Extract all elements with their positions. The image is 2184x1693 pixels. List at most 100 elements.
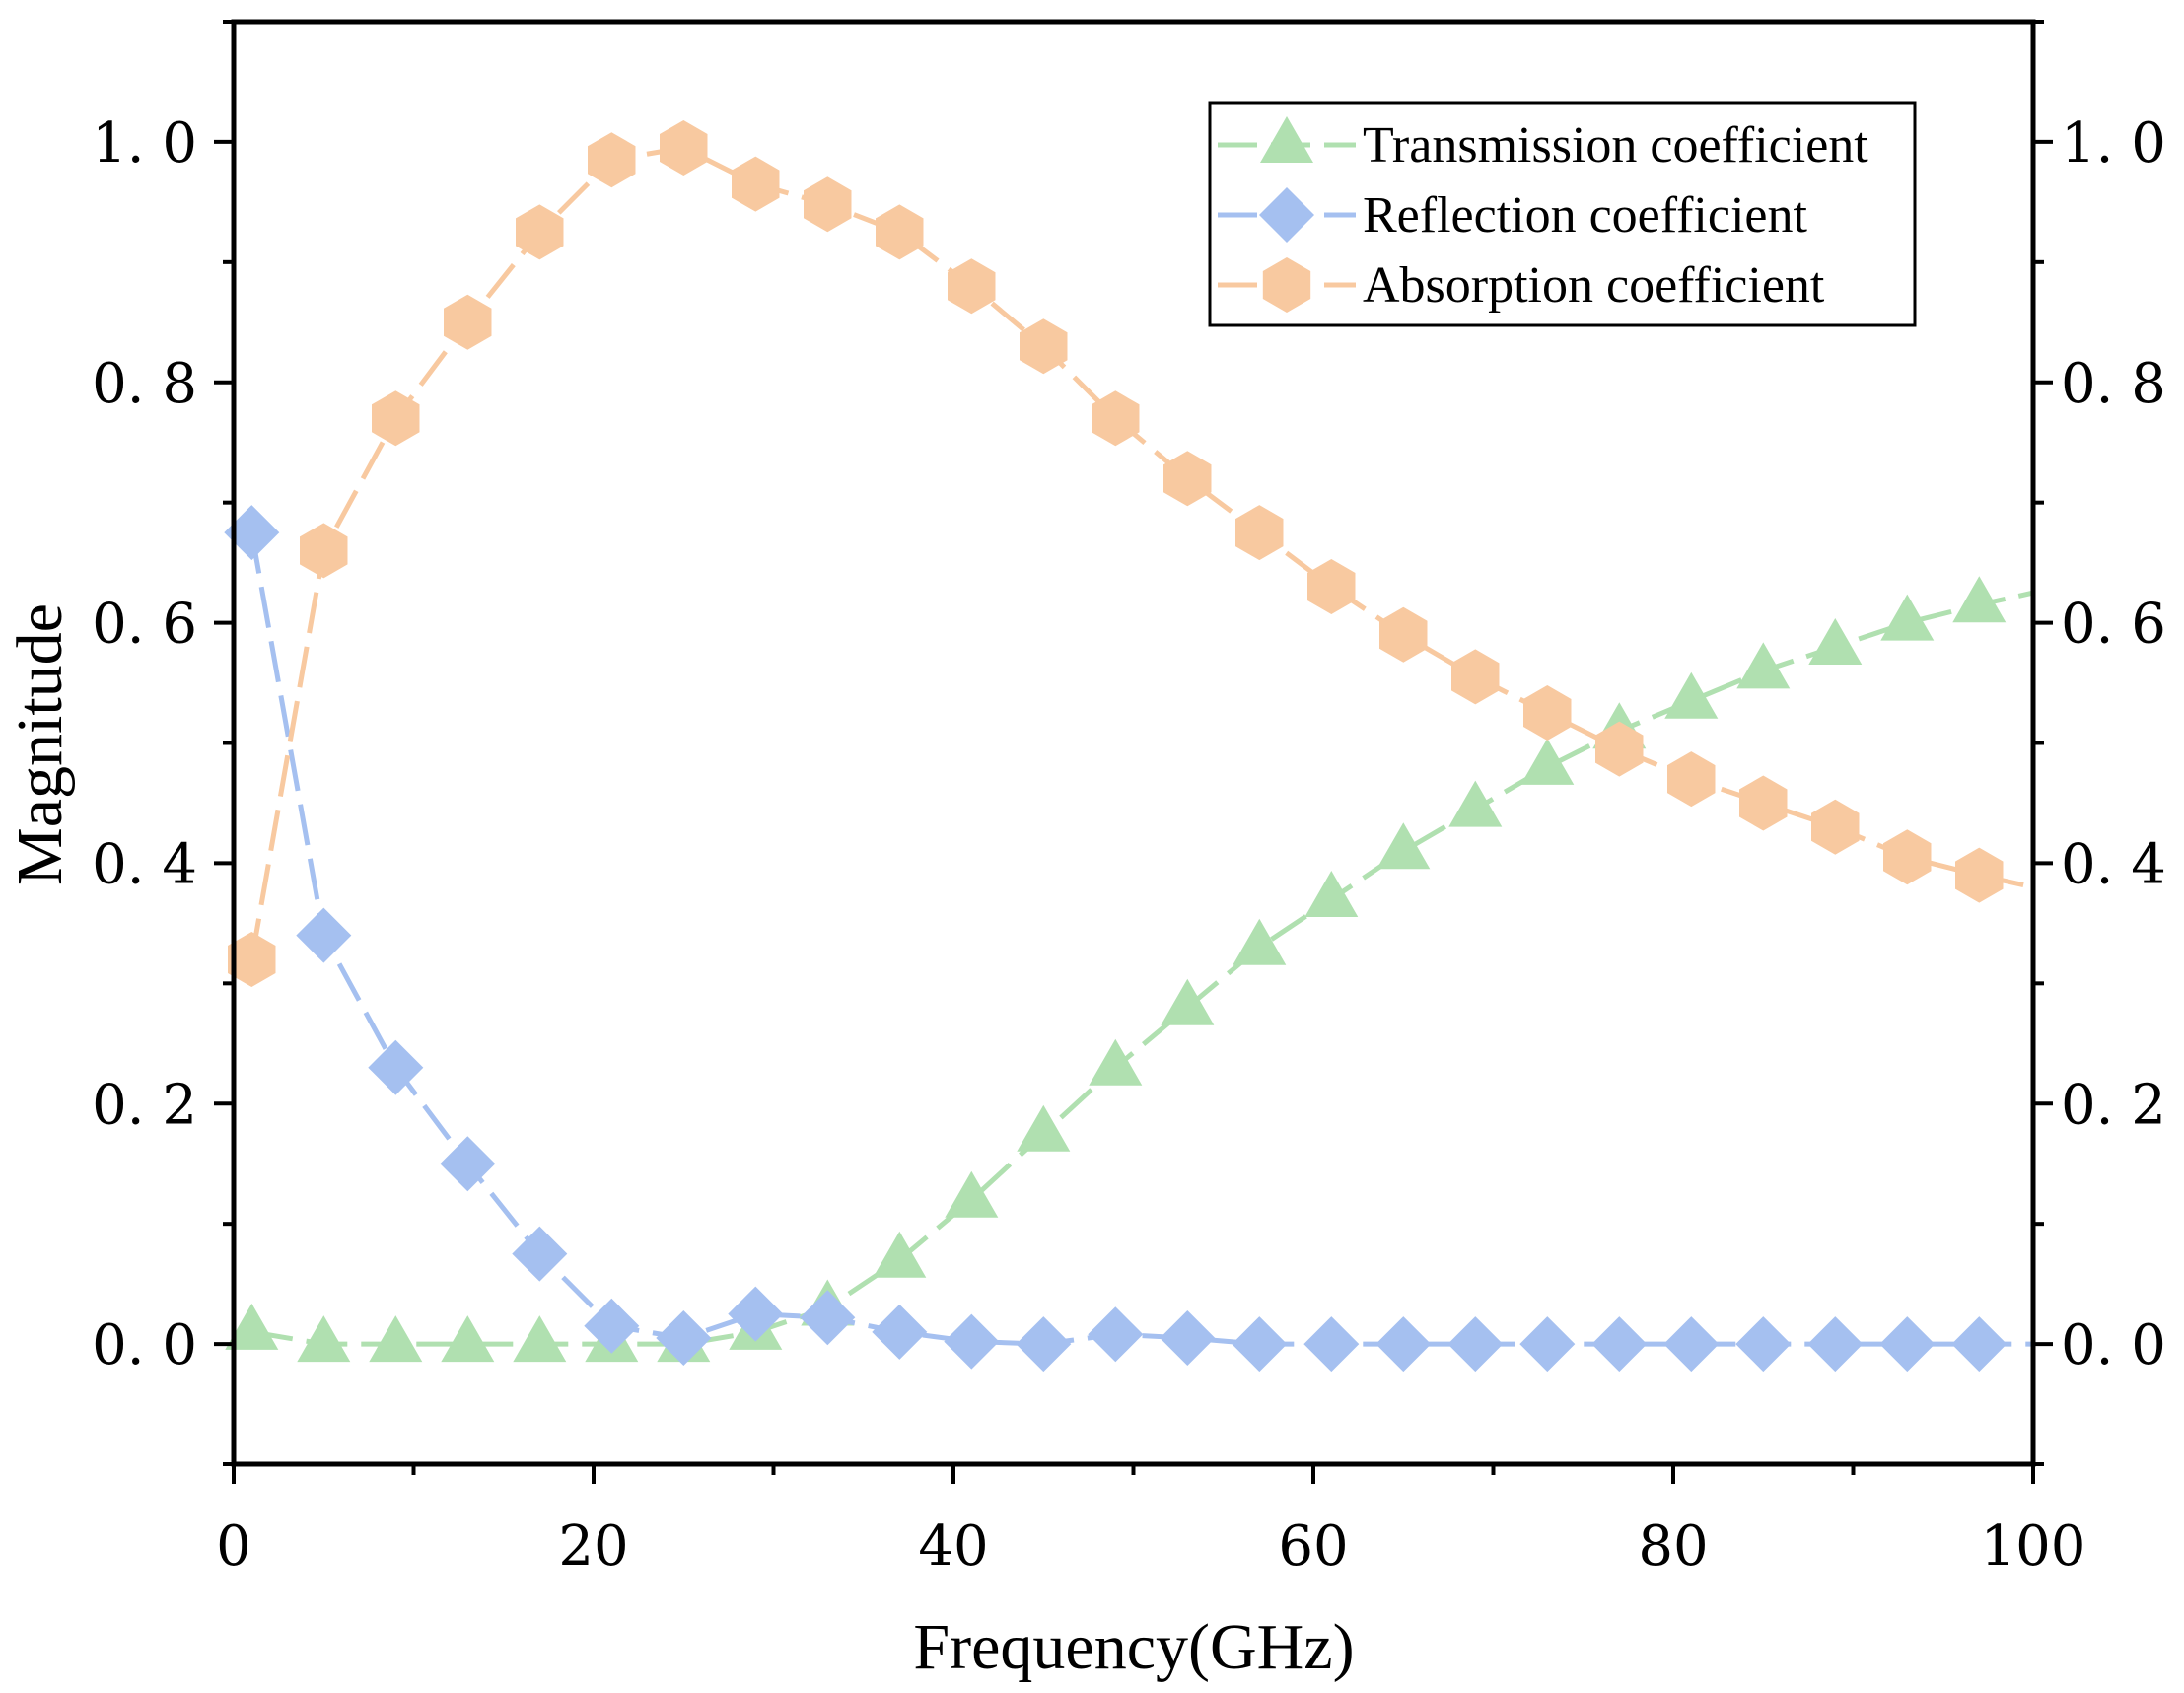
data-point-diamond xyxy=(1160,1310,1216,1366)
y-left-tick-label: 0. 6 xyxy=(92,593,197,657)
y-left-tick-label: 0. 0 xyxy=(92,1313,197,1377)
x-tick-label: 20 xyxy=(558,1515,628,1579)
data-point-triangle xyxy=(1664,671,1719,719)
data-point-diamond xyxy=(512,1226,568,1282)
x-tick-label: 0 xyxy=(216,1515,251,1579)
data-point-diamond xyxy=(224,505,280,561)
data-point-hexagon xyxy=(1883,829,1932,885)
data-point-diamond xyxy=(1232,1316,1288,1373)
data-point-hexagon xyxy=(948,258,996,315)
y-left-tick-label: 0. 4 xyxy=(92,832,197,896)
data-point-diamond xyxy=(728,1286,784,1342)
data-point-triangle xyxy=(1304,871,1359,917)
data-point-diamond xyxy=(1879,1316,1936,1373)
data-point-hexagon xyxy=(1307,559,1356,614)
x-tick-label: 60 xyxy=(1278,1515,1348,1579)
y-right-tick-label: 1. 0 xyxy=(2061,111,2166,176)
y-right-tick-label: 0. 8 xyxy=(2061,352,2166,416)
data-point-hexagon xyxy=(372,390,420,447)
data-point-hexagon xyxy=(444,294,492,350)
data-point-triangle xyxy=(297,1315,351,1363)
data-point-triangle xyxy=(369,1315,423,1363)
x-tick-label: 100 xyxy=(1981,1515,2086,1579)
data-point-diamond xyxy=(656,1310,712,1366)
data-point-triangle xyxy=(1880,594,1935,641)
y-right-tick-label: 0. 4 xyxy=(2061,832,2166,896)
x-tick-label: 40 xyxy=(918,1515,988,1579)
legend-label: Transmission coefficient xyxy=(1363,117,1868,174)
data-point-hexagon xyxy=(1667,751,1716,808)
data-point-triangle xyxy=(513,1315,567,1363)
data-point-triangle xyxy=(1736,642,1791,689)
data-point-triangle xyxy=(1017,1104,1071,1152)
data-point-triangle xyxy=(225,1303,279,1350)
y-left-tick-label: 1. 0 xyxy=(92,111,197,176)
axes-layer: 0 20 40 60 80 100 0. 0 0. 0 0. 2 0. 2 0. 4 0. 4 0. 6… xyxy=(92,20,2166,1579)
series-layer xyxy=(224,120,2034,1373)
data-point-hexagon xyxy=(1451,649,1500,705)
data-point-diamond xyxy=(872,1304,928,1360)
data-point-diamond xyxy=(584,1298,640,1354)
data-point-diamond xyxy=(1591,1316,1648,1373)
legend-marker-hexagon xyxy=(1262,257,1311,313)
legend-label: Reflection coefficient xyxy=(1363,187,1807,244)
legend-items: Transmission coefficient Reflection coeff… xyxy=(1218,116,1868,314)
data-point-hexagon xyxy=(588,132,636,188)
data-point-triangle xyxy=(1376,822,1431,870)
y-axis-title: Magnitude xyxy=(4,603,76,885)
data-point-triangle xyxy=(1520,738,1575,785)
data-point-diamond xyxy=(368,1039,424,1095)
data-point-diamond xyxy=(1663,1316,1720,1373)
data-point-triangle xyxy=(1448,780,1503,827)
data-point-hexagon xyxy=(876,204,924,260)
data-point-diamond xyxy=(440,1136,496,1192)
data-point-hexagon xyxy=(660,120,708,176)
series-hexagon xyxy=(228,120,2034,987)
legend-marker-triangle xyxy=(1260,116,1313,163)
data-point-diamond xyxy=(1088,1306,1144,1363)
y-left-tick-label: 0. 8 xyxy=(92,352,197,416)
data-point-diamond xyxy=(1447,1316,1504,1373)
data-point-hexagon xyxy=(1955,847,2004,903)
data-point-hexagon xyxy=(516,204,564,260)
data-point-hexagon xyxy=(804,176,852,233)
data-point-hexagon xyxy=(1523,685,1572,741)
data-point-triangle xyxy=(1233,918,1287,965)
data-point-diamond xyxy=(1951,1316,2008,1373)
data-point-diamond xyxy=(1016,1316,1072,1373)
data-point-diamond xyxy=(1807,1316,1864,1373)
data-point-triangle xyxy=(1808,618,1863,665)
data-point-triangle xyxy=(945,1170,999,1218)
data-point-triangle xyxy=(441,1315,495,1363)
data-point-triangle xyxy=(1089,1038,1143,1086)
data-point-hexagon xyxy=(1811,799,1860,855)
data-point-triangle xyxy=(1161,978,1215,1025)
data-point-hexagon xyxy=(300,523,348,579)
data-point-diamond xyxy=(1735,1316,1792,1373)
y-right-tick-label: 0. 2 xyxy=(2061,1073,2166,1137)
data-point-hexagon xyxy=(1020,318,1068,375)
y-right-tick-label: 0. 0 xyxy=(2061,1313,2166,1377)
data-point-diamond xyxy=(1375,1316,1432,1373)
data-point-hexagon xyxy=(1739,775,1788,831)
data-point-triangle xyxy=(873,1231,927,1278)
series-diamond xyxy=(224,505,2033,1373)
data-point-diamond xyxy=(944,1313,1000,1370)
data-point-diamond xyxy=(800,1290,856,1346)
legend: Transmission coefficient Reflection coeff… xyxy=(1208,101,1917,327)
data-point-hexagon xyxy=(732,156,780,212)
series-triangle xyxy=(225,576,2034,1363)
data-point-hexagon xyxy=(1595,721,1644,777)
data-point-hexagon xyxy=(1235,505,1284,561)
data-point-diamond xyxy=(296,907,352,963)
x-tick-label: 80 xyxy=(1638,1515,1708,1579)
data-point-diamond xyxy=(1519,1316,1576,1373)
data-point-hexagon xyxy=(1379,606,1428,663)
y-right-tick-label: 0. 6 xyxy=(2061,593,2166,657)
data-point-hexagon xyxy=(1163,451,1212,507)
data-point-hexagon xyxy=(228,932,276,987)
legend-label: Absorption coefficient xyxy=(1363,257,1825,314)
y-left-tick-label: 0. 2 xyxy=(92,1073,197,1137)
series-line xyxy=(250,590,2034,1347)
